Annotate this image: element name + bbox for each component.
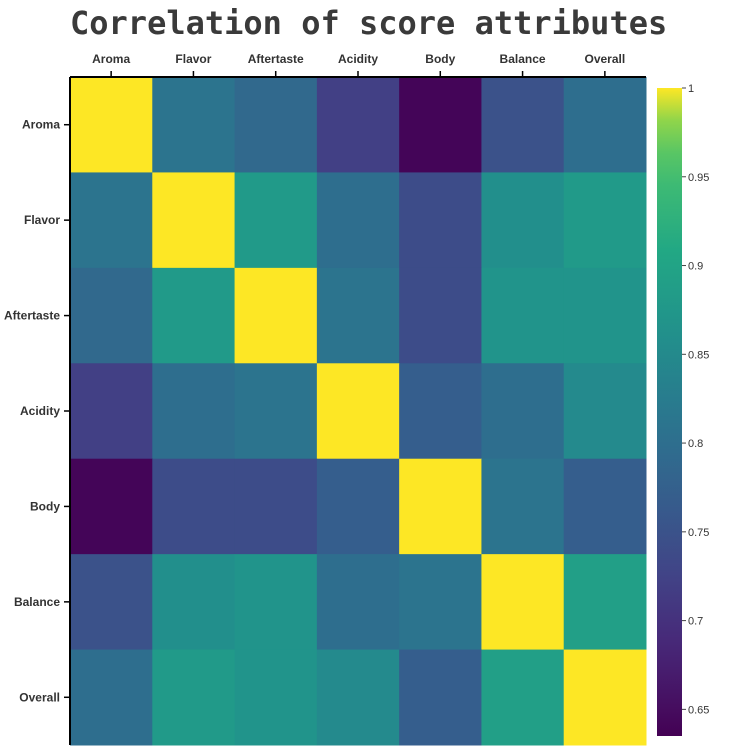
colorbar-tick-label: 0.8	[688, 438, 703, 450]
heatmap-cell-body-overall	[563, 458, 647, 555]
heatmap-cell-flavor-balance	[481, 172, 565, 269]
heatmap-cell-flavor-aftertaste	[234, 172, 318, 269]
heatmap-cell-body-flavor	[152, 458, 236, 555]
heatmap-cell-aroma-body	[399, 77, 482, 173]
y-tick-label: Balance	[14, 595, 60, 609]
heatmap-cell-acidity-acidity	[316, 363, 400, 460]
y-tick-label: Overall	[19, 690, 60, 704]
heatmap-cell-aftertaste-acidity	[316, 267, 400, 364]
colorbar-tick-label: 0.95	[688, 172, 709, 184]
heatmap-cell-overall-flavor	[152, 649, 236, 746]
heatmap-cell-flavor-flavor	[152, 172, 236, 269]
heatmap-cell-aroma-acidity	[316, 77, 400, 173]
heatmap-cell-aftertaste-flavor	[152, 267, 236, 364]
colorbar-tick-label: 1	[688, 83, 694, 95]
heatmap-cell-body-body	[399, 458, 482, 555]
colorbar-tick-label: 0.7	[688, 616, 703, 628]
heatmap-cell-acidity-balance	[481, 363, 565, 460]
heatmap-cell-body-balance	[481, 458, 565, 555]
heatmap-cell-acidity-body	[399, 363, 482, 460]
heatmap-cell-aroma-balance	[481, 77, 565, 173]
colorbar: 1 0.95 0.9 0.85 0.8 0.75 0.7 0.65	[657, 83, 709, 736]
heatmap-cell-overall-balance	[481, 649, 565, 746]
heatmap-cell-aroma-flavor	[152, 77, 236, 173]
heatmap-cell-aroma-aftertaste	[234, 77, 318, 173]
heatmap-cell-body-aftertaste	[234, 458, 318, 555]
y-tick-label: Aftertaste	[4, 309, 60, 323]
heatmap-cell-acidity-aroma	[70, 363, 153, 460]
heatmap-cell-flavor-body	[399, 172, 482, 269]
heatmap-cell-balance-overall	[563, 554, 647, 651]
x-tick-label: Aroma	[92, 52, 130, 66]
heatmap-cell-overall-acidity	[316, 649, 400, 746]
colorbar-tick-label: 0.65	[688, 704, 709, 716]
heatmap-cell-aftertaste-balance	[481, 267, 565, 364]
heatmap-cell-flavor-aroma	[70, 172, 153, 269]
heatmap-cell-overall-aroma	[70, 649, 153, 746]
heatmap-cell-balance-acidity	[316, 554, 400, 651]
colorbar-gradient	[657, 88, 682, 736]
heatmap-cell-aroma-aroma	[70, 77, 153, 173]
heatmap-cell-balance-body	[399, 554, 482, 651]
chart-title: Correlation of score attributes	[70, 4, 668, 42]
heatmap-cell-balance-balance	[481, 554, 565, 651]
heatmap-cell-balance-aroma	[70, 554, 153, 651]
x-tick-label: Flavor	[175, 52, 211, 66]
x-tick-label: Overall	[585, 52, 626, 66]
x-tick-label: Aftertaste	[248, 52, 304, 66]
heatmap-cell-flavor-overall	[563, 172, 647, 269]
heatmap-axes: Aroma Flavor Aftertaste Acidity Body Balance O…	[4, 52, 646, 745]
heatmap-cell-body-acidity	[316, 458, 400, 555]
heatmap-cell-acidity-aftertaste	[234, 363, 318, 460]
heatmap-cell-aroma-overall	[563, 77, 647, 173]
heatmap-cell-aftertaste-aroma	[70, 267, 153, 364]
y-tick-label: Acidity	[20, 404, 60, 418]
heatmap-cell-body-aroma	[70, 458, 153, 555]
heatmap-cell-acidity-overall	[563, 363, 647, 460]
x-tick-label: Balance	[500, 52, 546, 66]
heatmap-cell-overall-body	[399, 649, 482, 746]
colorbar-tick-label: 0.75	[688, 527, 709, 539]
x-tick-label: Body	[425, 52, 455, 66]
heatmap-cells	[70, 77, 647, 746]
y-tick-label: Aroma	[22, 118, 60, 132]
heatmap-cell-acidity-flavor	[152, 363, 236, 460]
heatmap-cell-overall-overall	[563, 649, 647, 746]
heatmap-cell-balance-flavor	[152, 554, 236, 651]
colorbar-tick-label: 0.85	[688, 349, 709, 361]
y-tick-label: Flavor	[24, 213, 60, 227]
heatmap-cell-aftertaste-aftertaste	[234, 267, 318, 364]
heatmap-cell-overall-aftertaste	[234, 649, 318, 746]
colorbar-tick-label: 0.9	[688, 261, 703, 273]
y-tick-label: Body	[30, 499, 60, 513]
heatmap-cell-balance-aftertaste	[234, 554, 318, 651]
heatmap-cell-aftertaste-overall	[563, 267, 647, 364]
heatmap-cell-flavor-acidity	[316, 172, 400, 269]
heatmap-cell-aftertaste-body	[399, 267, 482, 364]
x-tick-label: Acidity	[338, 52, 378, 66]
